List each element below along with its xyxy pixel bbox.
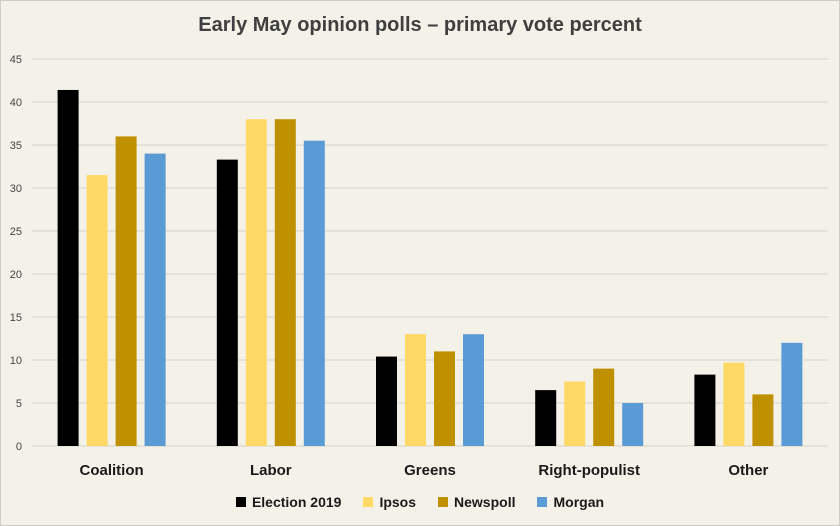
legend-label: Ipsos xyxy=(379,494,417,510)
legend-item: Ipsos xyxy=(363,494,416,510)
x-category-label: Labor xyxy=(250,462,292,479)
y-tick-label: 0 xyxy=(16,441,22,453)
bar xyxy=(216,159,238,446)
x-axis-categories: Coalition Labor Greens Right-populist Other xyxy=(80,462,769,479)
y-tick-label: 45 xyxy=(10,54,22,66)
legend-swatch xyxy=(438,497,449,507)
bar xyxy=(622,403,644,446)
bar xyxy=(376,356,397,446)
bar xyxy=(694,374,716,446)
legend-item: Election 2019 xyxy=(235,494,342,510)
x-category-label: Right-populist xyxy=(538,462,640,479)
bar xyxy=(535,390,557,446)
bar xyxy=(245,119,267,446)
bar xyxy=(144,153,166,446)
legend: Election 2019 Ipsos Newspoll Morgan xyxy=(0,494,840,510)
legend-item: Morgan xyxy=(537,494,604,510)
y-tick-label: 40 xyxy=(10,97,22,109)
y-tick-label: 20 xyxy=(10,269,22,281)
y-tick-label: 30 xyxy=(10,183,22,195)
bar xyxy=(274,119,296,446)
bar xyxy=(564,381,586,446)
bar xyxy=(405,334,426,446)
x-category-label: Other xyxy=(728,462,768,479)
y-tick-label: 15 xyxy=(10,312,22,324)
bar xyxy=(463,334,484,446)
bar xyxy=(115,136,137,446)
y-axis-ticks: 0 5 10 15 20 25 30 35 40 45 xyxy=(10,54,22,453)
bar xyxy=(723,362,745,446)
y-tick-label: 10 xyxy=(10,355,22,367)
y-tick-label: 25 xyxy=(10,226,22,238)
bar xyxy=(434,351,455,446)
legend-swatch xyxy=(235,497,246,507)
x-category-label: Greens xyxy=(404,462,456,479)
bars xyxy=(57,89,803,447)
legend-swatch xyxy=(363,497,374,507)
x-category-label: Coalition xyxy=(80,462,144,479)
y-tick-label: 5 xyxy=(16,398,22,410)
legend-label: Newspoll xyxy=(454,494,516,510)
legend-label: Morgan xyxy=(553,494,605,510)
bar xyxy=(593,368,615,446)
bar xyxy=(57,89,79,447)
chart-title: Early May opinion polls – primary vote p… xyxy=(198,14,642,36)
legend-label: Election 2019 xyxy=(251,494,342,510)
bar xyxy=(86,175,108,446)
legend-swatch xyxy=(537,497,548,507)
bar xyxy=(303,140,325,446)
y-tick-label: 35 xyxy=(10,140,22,152)
bar xyxy=(752,394,774,446)
bar xyxy=(781,342,803,446)
legend-item: Newspoll xyxy=(438,494,515,510)
